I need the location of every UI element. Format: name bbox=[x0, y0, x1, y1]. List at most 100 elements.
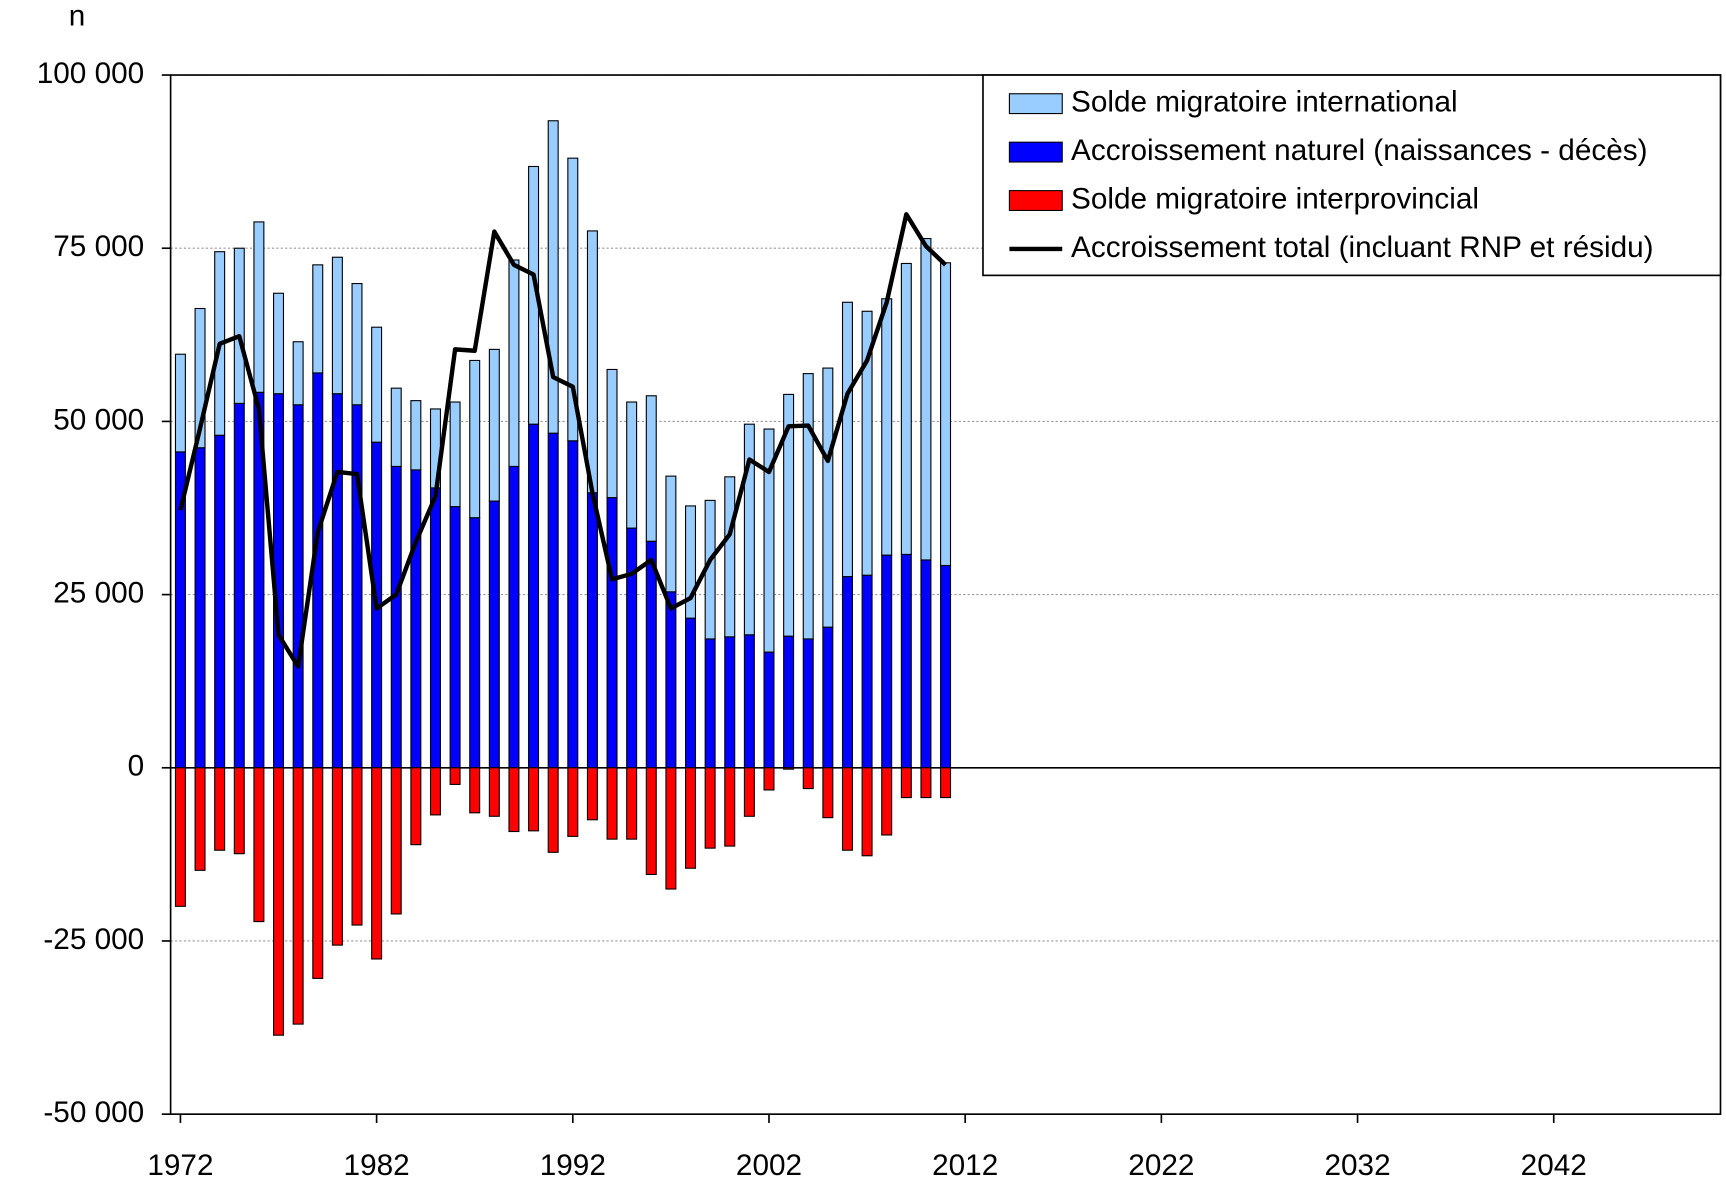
bar bbox=[626, 527, 638, 769]
bar bbox=[488, 500, 500, 769]
bar bbox=[233, 767, 245, 855]
bar bbox=[724, 476, 736, 638]
bar bbox=[586, 767, 598, 821]
bar bbox=[547, 432, 559, 769]
bar bbox=[645, 767, 657, 876]
bar bbox=[351, 767, 363, 926]
bar bbox=[704, 638, 716, 769]
y-tick-label: 50 000 bbox=[53, 403, 144, 436]
bar bbox=[665, 767, 677, 890]
bar bbox=[528, 423, 540, 769]
bar bbox=[567, 767, 579, 837]
bar bbox=[351, 283, 363, 406]
y-tick-label: 0 bbox=[128, 750, 145, 783]
bar bbox=[802, 638, 814, 769]
bar bbox=[351, 404, 363, 769]
bar bbox=[606, 497, 618, 769]
y-tick-label: 75 000 bbox=[53, 230, 144, 263]
bar bbox=[822, 367, 834, 628]
bar bbox=[410, 767, 422, 846]
y-tick-label: 100 000 bbox=[37, 57, 144, 90]
bar bbox=[371, 767, 383, 960]
bar bbox=[626, 401, 638, 529]
line bbox=[178, 212, 948, 669]
bar bbox=[488, 767, 500, 817]
bar bbox=[724, 767, 736, 847]
bar bbox=[449, 401, 461, 508]
bar bbox=[390, 387, 402, 467]
bar bbox=[253, 767, 265, 923]
bar bbox=[724, 636, 736, 769]
bar bbox=[665, 591, 677, 769]
bar bbox=[881, 554, 893, 769]
y-tick-label: 25 000 bbox=[53, 576, 144, 609]
bar bbox=[606, 767, 618, 840]
bar bbox=[763, 651, 775, 769]
legend-label: Solde migratoire international bbox=[1071, 86, 1458, 119]
bar bbox=[606, 368, 618, 499]
bar bbox=[429, 487, 441, 769]
bar bbox=[292, 404, 304, 769]
bar bbox=[331, 393, 343, 769]
bar bbox=[841, 576, 853, 769]
bar bbox=[940, 262, 952, 567]
bar bbox=[940, 564, 952, 769]
bar bbox=[586, 492, 598, 769]
bar bbox=[586, 230, 598, 494]
bar bbox=[390, 465, 402, 769]
x-tick-label: 2032 bbox=[1324, 1149, 1390, 1182]
bar bbox=[841, 301, 853, 578]
bar bbox=[528, 767, 540, 832]
bar bbox=[194, 447, 206, 769]
bar bbox=[390, 767, 402, 915]
bar bbox=[861, 310, 873, 576]
bar bbox=[508, 259, 520, 467]
bar bbox=[469, 767, 481, 814]
bar bbox=[802, 373, 814, 640]
bar bbox=[508, 465, 520, 769]
legend-label: Accroissement total (incluant RNP et rés… bbox=[1071, 231, 1654, 264]
bar bbox=[174, 767, 186, 907]
bar bbox=[312, 264, 324, 374]
bar bbox=[920, 767, 932, 799]
bar bbox=[940, 767, 952, 799]
bar bbox=[410, 400, 422, 471]
bar bbox=[214, 434, 226, 769]
bar bbox=[469, 517, 481, 769]
bar bbox=[841, 767, 853, 851]
bar bbox=[881, 298, 893, 556]
bar bbox=[469, 359, 481, 519]
bar bbox=[743, 423, 755, 636]
bar bbox=[292, 341, 304, 406]
bar bbox=[410, 469, 422, 769]
bar bbox=[763, 767, 775, 791]
bar bbox=[645, 395, 657, 542]
bar bbox=[802, 767, 814, 790]
bar bbox=[783, 635, 795, 769]
x-tick-label: 2012 bbox=[932, 1149, 998, 1182]
bar bbox=[645, 540, 657, 769]
bar bbox=[763, 428, 775, 653]
legend bbox=[982, 74, 1722, 277]
bar bbox=[685, 505, 697, 619]
bar bbox=[292, 767, 304, 1025]
bar bbox=[822, 626, 834, 769]
x-tick-label: 2022 bbox=[1128, 1149, 1194, 1182]
legend-swatch bbox=[1008, 141, 1063, 163]
bar bbox=[567, 440, 579, 769]
bar bbox=[449, 506, 461, 769]
bar bbox=[429, 767, 441, 816]
bar bbox=[881, 767, 893, 836]
bar bbox=[331, 767, 343, 946]
bar bbox=[685, 617, 697, 769]
bar bbox=[900, 553, 912, 769]
bar bbox=[233, 247, 245, 404]
bar bbox=[861, 767, 873, 857]
bar bbox=[685, 767, 697, 869]
legend-label: Accroissement naturel (naissances - décè… bbox=[1071, 134, 1647, 167]
y-tick-label: -25 000 bbox=[43, 923, 144, 956]
bar bbox=[273, 767, 285, 1036]
bar bbox=[194, 307, 206, 449]
bar bbox=[508, 767, 520, 833]
